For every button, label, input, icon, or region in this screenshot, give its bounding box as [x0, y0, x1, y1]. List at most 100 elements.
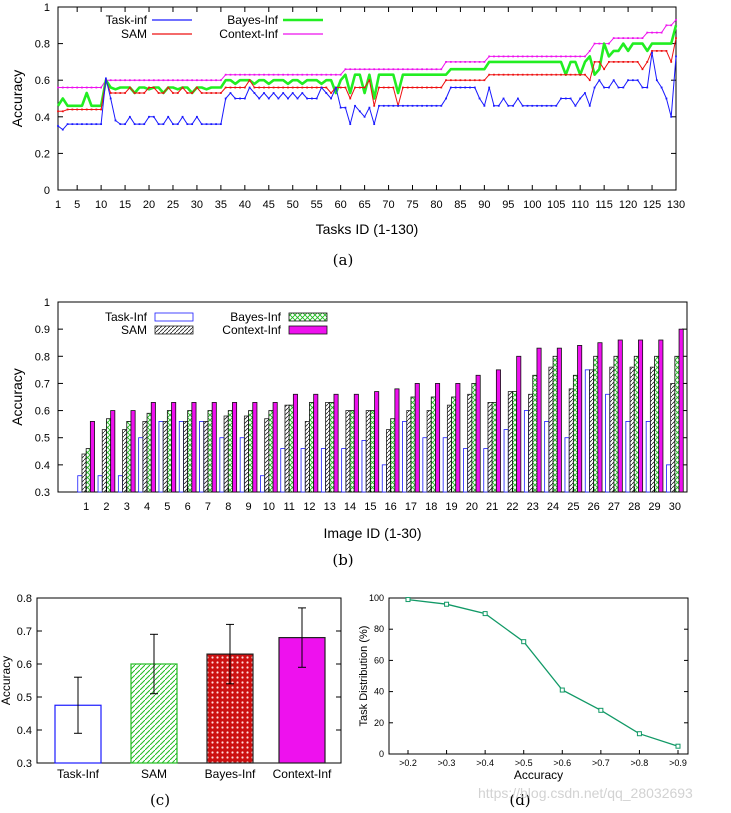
data-point-sam [128, 86, 131, 89]
data-point-task [90, 123, 93, 126]
data-point-task [517, 97, 519, 100]
data-point-context [651, 31, 653, 34]
data-point-sam [243, 86, 246, 89]
x-tick-label: 30 [191, 199, 203, 211]
bar-bayes [106, 418, 112, 493]
x-tick-label: 3 [124, 501, 130, 513]
bar-context [272, 402, 278, 493]
bar-task [117, 475, 123, 493]
series-line-bayes [56, 24, 678, 108]
data-point-task [445, 97, 447, 100]
data-point-context [358, 68, 361, 71]
data-point-sam [574, 73, 577, 76]
bar-sam [183, 421, 189, 493]
panel-b: 0.3 0.4 0.5 0.6 0.7 0.8 0.9 1 Image ID (1-30) Acc… [9, 297, 688, 569]
data-point-sam [368, 79, 371, 82]
bar-bayes [654, 355, 660, 493]
bar-context [252, 402, 258, 493]
data-point-context [114, 79, 117, 82]
data-point-context [564, 55, 567, 58]
data-point-sam [536, 73, 538, 76]
data-point-context [382, 68, 385, 71]
x-tick-label: >0.5 [515, 758, 533, 768]
data-point-sam [497, 73, 500, 76]
y-tick-label: 0 [379, 749, 384, 759]
data-point-context [574, 55, 577, 58]
x-tick-label: 100 [523, 199, 541, 211]
bar-task [158, 421, 164, 493]
data-point-task [569, 97, 572, 100]
series-line-sam [58, 38, 677, 112]
data-point-context [176, 79, 179, 82]
bar-bayes [146, 412, 152, 493]
data-point-sam [200, 92, 203, 94]
data-point-sam [114, 92, 117, 94]
data-point [521, 639, 527, 645]
data-point-task [95, 123, 98, 126]
data-point-context [660, 31, 663, 34]
data-point-sam [277, 86, 280, 89]
bar-context [556, 347, 562, 493]
bar-context [211, 402, 217, 493]
panel-d: 0 20 40 60 80 100 >0.2 >0.3 >0.4 >0.5 >0.6 >0.7 >0.8… [358, 593, 689, 809]
bar-bayes [349, 410, 355, 493]
data-point-sam [143, 92, 146, 94]
x-tick-label: 80 [430, 199, 442, 211]
watermark: https://blog.csdn.net/qq_28032693 [478, 785, 693, 801]
x-tick-label: 19 [445, 501, 457, 513]
data-point-task [560, 97, 562, 100]
bar-bayes [227, 410, 233, 493]
data-point-sam [550, 73, 553, 76]
bar-bayes [85, 448, 91, 493]
data-point-context [473, 61, 476, 63]
x-tick-label: 30 [669, 501, 681, 513]
data-point-sam [584, 73, 586, 76]
data-point-context [445, 61, 447, 63]
data-point-task [334, 86, 337, 89]
data-point-sam [569, 73, 572, 76]
data-point-sam [445, 79, 447, 82]
x-tick-label: 2 [103, 501, 109, 513]
y-tick-label: 0.5 [17, 692, 32, 704]
bar-sam [386, 429, 392, 493]
data-point-task [512, 104, 515, 107]
data-point-task [306, 97, 309, 100]
x-tick-label: 23 [527, 501, 539, 513]
data-point-sam [560, 73, 562, 76]
data-point-sam [631, 61, 634, 63]
data-point-sam [483, 79, 486, 82]
data-point-task [425, 104, 428, 107]
data-point-sam [588, 79, 591, 82]
y-axis-label: Accuracy [9, 70, 25, 128]
data-point-sam [210, 92, 213, 94]
data-point-sam [488, 73, 491, 76]
bar-sam [223, 415, 229, 493]
data-point-sam [636, 61, 639, 63]
data-point-sam [469, 79, 471, 82]
data-point-sam [440, 86, 443, 89]
bar-bayes [512, 391, 518, 493]
data-point-sam [603, 68, 606, 71]
data-point-sam [85, 108, 88, 111]
data-point-sam [655, 50, 658, 52]
data-point [636, 731, 642, 737]
data-point-sam [325, 86, 328, 89]
data-point-task [296, 97, 299, 100]
bar-task [645, 421, 651, 493]
data-point-task [469, 86, 471, 89]
data-point-task [660, 86, 663, 89]
bar-context [110, 410, 116, 493]
x-tick-label: 6 [185, 501, 191, 513]
data-point-task [339, 106, 342, 109]
data-point-context [646, 31, 649, 34]
data-point-sam [564, 73, 567, 76]
bar-bayes [633, 355, 639, 493]
data-point-task [459, 86, 462, 89]
data-point-sam [406, 86, 409, 89]
x-tick-label: 18 [425, 501, 437, 513]
data-point-task [344, 106, 347, 109]
data-point-context [344, 68, 347, 71]
data-point-context [454, 61, 457, 63]
x-tick-label: 10 [263, 501, 275, 513]
data-point-task [627, 79, 629, 82]
